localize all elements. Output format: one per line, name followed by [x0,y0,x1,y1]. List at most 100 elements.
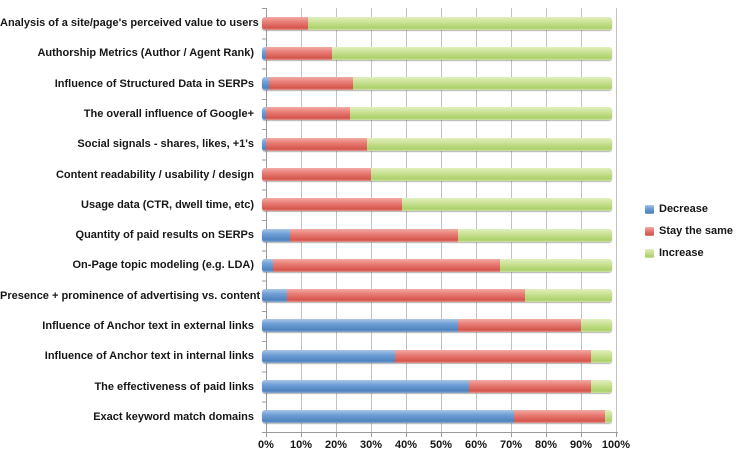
stacked-bar [262,46,612,60]
chart-row: Social signals - shares, likes, +1's [0,129,616,159]
legend-swatch-icon [645,226,654,236]
category-label: Presence + prominence of advertising vs.… [0,289,261,302]
bar-segment-stay-the-same [265,107,350,121]
category-label: Influence of Structured Data in SERPs [54,77,254,90]
bar-segment-increase [332,46,612,60]
stacked-bar [262,349,612,363]
chart-row: Usage data (CTR, dwell time, etc) [0,190,616,220]
chart-row: Quantity of paid results on SERPs [0,220,616,250]
stacked-bar [262,107,612,121]
category-label: Influence of Anchor text in internal lin… [44,350,254,363]
bar-segment-stay-the-same [265,46,332,60]
bar-segment-stay-the-same [262,168,371,182]
bar-segment-increase [524,289,612,303]
category-label: Exact keyword match domains [93,410,254,423]
bar-segment-decrease [262,319,458,333]
category-label: The effectiveness of paid links [94,380,254,393]
bar-segment-stay-the-same [262,16,308,30]
bar-segment-decrease [262,349,395,363]
bar-segment-stay-the-same [262,198,402,212]
legend-item-decrease: Decrease [645,203,733,215]
category-label: Content readability / usability / design [55,168,254,181]
legend-swatch-icon [645,204,654,214]
legend-label: Stay the same [659,225,733,237]
chart-row: Analysis of a site/page's perceived valu… [0,8,616,38]
bar-segment-increase [500,258,612,272]
legend-item-stay-the-same: Stay the same [645,225,733,237]
bar-segment-stay-the-same [286,289,525,303]
bar-segment-stay-the-same [514,410,605,424]
bar-segment-decrease [262,77,269,91]
chart-row: On-Page topic modeling (e.g. LDA) [0,250,616,280]
category-label: Quantity of paid results on SERPs [75,229,254,242]
bar-segment-increase [605,410,612,424]
stacked-bar [262,168,612,182]
legend-swatch-icon [645,248,654,258]
bar-segment-stay-the-same [272,258,500,272]
bar-segment-stay-the-same [265,137,367,151]
chart-row: Authorship Metrics (Author / Agent Rank) [0,38,616,68]
bar-segment-stay-the-same [269,77,353,91]
bar-segment-increase [591,349,612,363]
bar-segment-stay-the-same [395,349,591,363]
legend-label: Increase [659,247,704,259]
stacked-bar [262,258,612,272]
bar-segment-increase [591,380,612,394]
x-axis-tick-label: 70% [499,439,523,451]
chart-row: Content readability / usability / design [0,159,616,189]
category-label: Usage data (CTR, dwell time, etc) [81,198,254,211]
x-axis-tick-label: 10% [289,439,313,451]
bar-segment-increase [580,319,612,333]
chart-row: Influence of Structured Data in SERPs [0,69,616,99]
bar-segment-increase [402,198,612,212]
x-axis-tick-label: 100% [601,439,631,451]
legend-item-increase: Increase [645,247,733,259]
category-label: On-Page topic modeling (e.g. LDA) [72,259,255,272]
x-axis-tick-label: 30% [359,439,383,451]
bar-segment-increase [458,228,612,242]
bar-segment-increase [349,107,612,121]
legend-label: Decrease [659,203,708,215]
bar-segment-increase [353,77,612,91]
stacked-bar [262,198,612,212]
stacked-bar [262,137,612,151]
x-axis-tick-label: 0% [258,439,274,451]
bar-rows: Analysis of a site/page's perceived valu… [0,8,616,432]
chart-row: Exact keyword match domains [0,402,616,432]
stacked-bar [262,289,612,303]
bar-segment-decrease [262,46,266,60]
bar-segment-decrease [262,228,290,242]
bar-segment-stay-the-same [290,228,458,242]
chart-row: The overall influence of Google+ [0,99,616,129]
legend: Decrease Stay the same Increase [645,203,733,259]
stacked-bar [262,319,612,333]
bar-segment-decrease [262,410,514,424]
bar-segment-increase [307,16,612,30]
category-label: Influence of Anchor text in external lin… [42,319,254,332]
chart-row: The effectiveness of paid links [0,371,616,401]
bar-segment-increase [367,137,612,151]
x-axis-tick-label: 50% [429,439,453,451]
bar-segment-stay-the-same [458,319,581,333]
stacked-bar [262,228,612,242]
bar-segment-decrease [262,137,266,151]
bar-segment-increase [370,168,612,182]
bar-segment-decrease [262,289,287,303]
stacked-bar [262,77,612,91]
x-axis-tick-label: 90% [569,439,593,451]
x-axis-tick-label: 80% [534,439,558,451]
stacked-bar [262,410,612,424]
chart-row: Presence + prominence of advertising vs.… [0,281,616,311]
x-axis-labels: 0% 10% 20% 30% 40% 50% 60% 70% 80% 90% 100% [258,439,630,453]
x-axis-line [262,432,618,433]
category-label: Analysis of a site/page's perceived valu… [0,17,259,30]
category-label: The overall influence of Google+ [83,107,254,120]
y-axis-line [266,8,267,433]
stacked-bar [262,16,612,30]
bar-segment-decrease [262,380,469,394]
bar-segment-stay-the-same [468,380,591,394]
bar-segment-decrease [262,107,266,121]
chart-row: Influence of Anchor text in internal lin… [0,341,616,371]
category-label: Authorship Metrics (Author / Agent Rank) [37,47,254,60]
